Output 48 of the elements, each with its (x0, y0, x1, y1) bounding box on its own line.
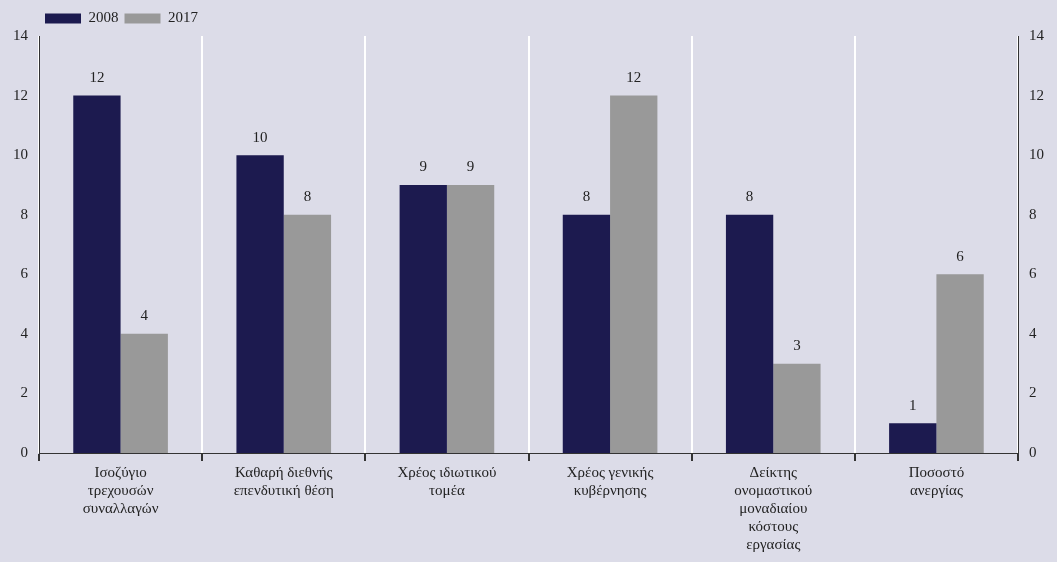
data-label: 10 (252, 128, 268, 145)
x-tick-label: Ισοζύγιο τρεχουσών συναλλαγών (82, 463, 159, 516)
bar (283, 214, 332, 453)
data-label: 1 (909, 396, 917, 413)
bar (725, 214, 774, 453)
y-tick-label: 12 (13, 86, 28, 103)
bar (936, 274, 984, 453)
y2-tick-label: 12 (1029, 86, 1044, 103)
data-label: 8 (303, 188, 312, 205)
x-tick-label: Ποσοστό ανεργίας (908, 463, 965, 498)
data-label: 8 (582, 188, 591, 205)
y2-tick-label: 0 (1029, 443, 1037, 460)
y-tick-label: 0 (20, 443, 28, 460)
data-label: 12 (626, 69, 642, 86)
bar (562, 214, 611, 453)
bar (399, 184, 447, 453)
data-label: 8 (745, 188, 754, 205)
data-label: 12 (89, 69, 105, 86)
y2-tick-label: 14 (1029, 26, 1045, 43)
data-label: 6 (956, 247, 965, 264)
y-tick-label: 14 (13, 26, 29, 43)
bar (73, 95, 121, 453)
bar (773, 363, 821, 453)
y-tick-label: 8 (20, 205, 28, 222)
y2-tick-label: 4 (1029, 324, 1037, 341)
legend-label: 2017 (168, 9, 199, 26)
y-tick-label: 4 (20, 324, 29, 341)
y-tick-label: 6 (20, 265, 29, 282)
x-tick-label: Χρέος ιδιωτικού τομέα (397, 463, 497, 498)
bar (120, 333, 168, 453)
bar (446, 184, 495, 453)
x-tick-label: Καθαρή διεθνής επενδυτική θέση (233, 463, 334, 498)
y2-tick-label: 6 (1029, 265, 1037, 282)
bar (889, 423, 937, 453)
data-label: 4 (140, 307, 149, 324)
data-label: 3 (793, 337, 801, 354)
y2-tick-label: 10 (1029, 146, 1044, 163)
y-tick-label: 10 (13, 146, 28, 163)
data-label: 9 (419, 158, 428, 175)
bar (236, 155, 284, 453)
data-label: 9 (466, 158, 475, 175)
legend-label: 2008 (88, 9, 119, 26)
x-tick-label: Δείκτης ονομαστικού μοναδιαίου κόστους εργασίας (734, 463, 813, 552)
y-tick-label: 2 (20, 384, 28, 401)
bar (610, 95, 658, 453)
y2-tick-label: 2 (1029, 384, 1037, 401)
x-tick-label: Χρέος γενικής κυβέρνησης (566, 463, 654, 498)
y2-tick-label: 8 (1029, 205, 1037, 222)
